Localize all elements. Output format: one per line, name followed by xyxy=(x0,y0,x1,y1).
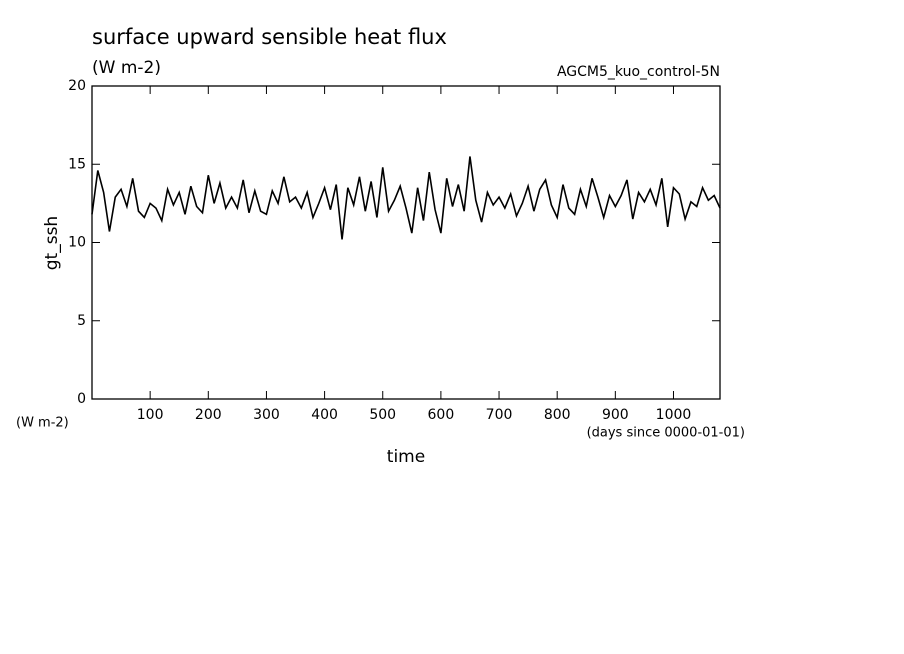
x-tick-label: 200 xyxy=(195,407,222,423)
y-tick-label: 5 xyxy=(77,313,86,329)
y-tick-label: 15 xyxy=(68,156,86,172)
annotation: AGCM5_kuo_control-5N xyxy=(557,64,720,80)
y-unit: (W m-2) xyxy=(16,416,69,431)
x-tick-label: 400 xyxy=(311,407,338,423)
x-tick-label: 800 xyxy=(544,407,571,423)
x-unit: (days since 0000-01-01) xyxy=(587,426,745,441)
y-tick-label: 0 xyxy=(77,391,86,407)
y-axis-label: gt_ssh xyxy=(42,216,62,270)
x-tick-label: 300 xyxy=(253,407,280,423)
x-tick-label: 600 xyxy=(428,407,455,423)
x-tick-label: 1000 xyxy=(656,407,692,423)
x-tick-label: 500 xyxy=(369,407,396,423)
plot-frame xyxy=(91,85,721,400)
y-tick-label: 20 xyxy=(68,78,86,94)
x-axis-label: time xyxy=(387,447,425,467)
x-tick-label: 900 xyxy=(602,407,629,423)
data-line xyxy=(91,156,721,240)
chart-title: surface upward sensible heat flux xyxy=(92,25,447,49)
x-tick-label: 700 xyxy=(486,407,513,423)
chart-subtitle: (W m-2) xyxy=(92,58,161,78)
x-tick-label: 100 xyxy=(137,407,164,423)
y-tick-label: 10 xyxy=(68,235,86,251)
